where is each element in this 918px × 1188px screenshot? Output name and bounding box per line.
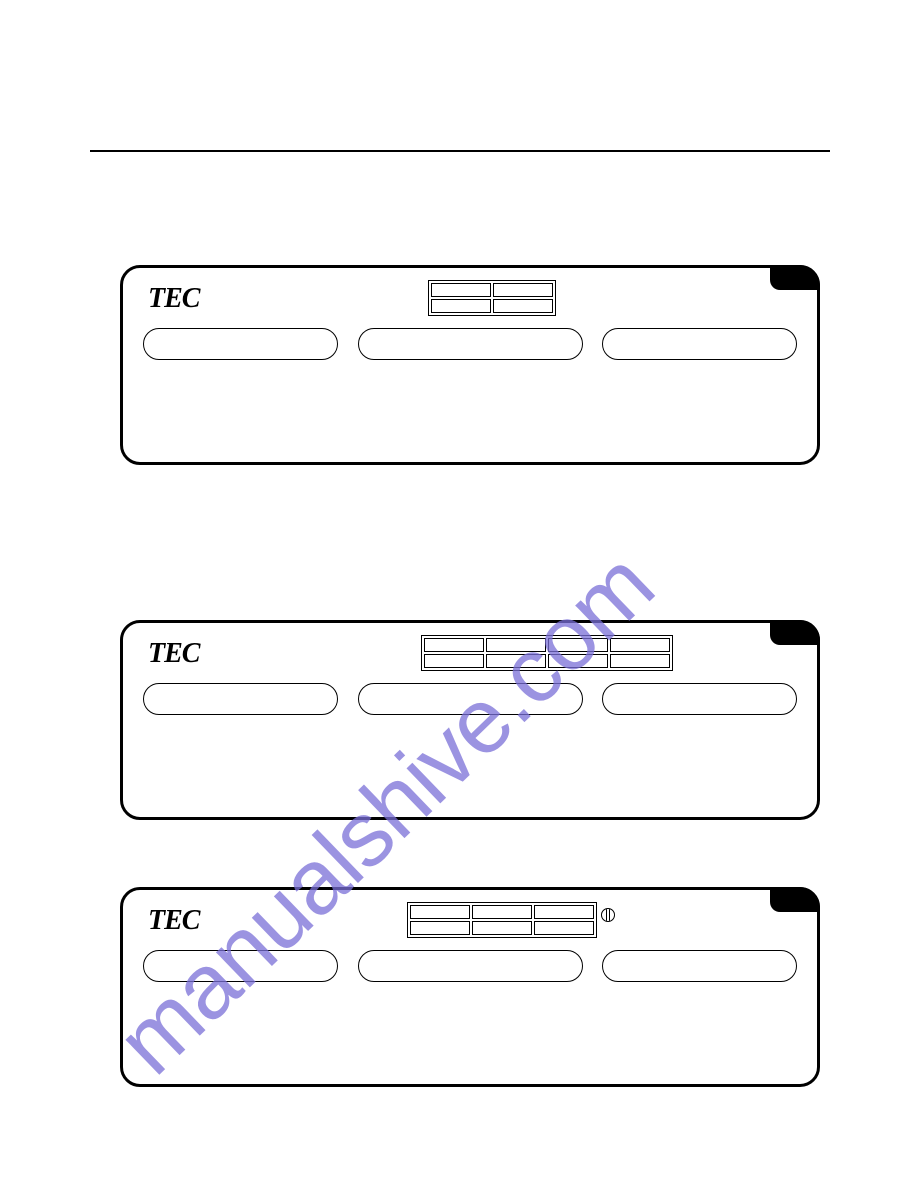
display-grid — [428, 280, 556, 316]
button-row — [143, 683, 797, 715]
device-panel-3: TEC — [120, 887, 820, 1087]
display-grid — [421, 635, 673, 671]
corner-accent — [770, 887, 820, 912]
panel-button-2[interactable] — [358, 328, 583, 360]
speaker-icon — [601, 908, 615, 922]
panel-button-3[interactable] — [602, 683, 797, 715]
button-row — [143, 328, 797, 360]
brand-logo: TEC — [148, 283, 199, 315]
brand-logo: TEC — [148, 905, 199, 937]
panel-button-1[interactable] — [143, 328, 338, 360]
panel-button-3[interactable] — [602, 328, 797, 360]
panel-button-2[interactable] — [358, 950, 583, 982]
brand-logo: TEC — [148, 638, 199, 670]
panel-button-2[interactable] — [358, 683, 583, 715]
device-panel-1: TEC — [120, 265, 820, 465]
corner-accent — [770, 265, 820, 290]
panel-button-1[interactable] — [143, 950, 338, 982]
panel-button-1[interactable] — [143, 683, 338, 715]
button-row — [143, 950, 797, 982]
device-panel-2: TEC — [120, 620, 820, 820]
horizontal-rule — [90, 150, 830, 152]
display-grid — [407, 902, 597, 938]
corner-accent — [770, 620, 820, 645]
panel-button-3[interactable] — [602, 950, 797, 982]
